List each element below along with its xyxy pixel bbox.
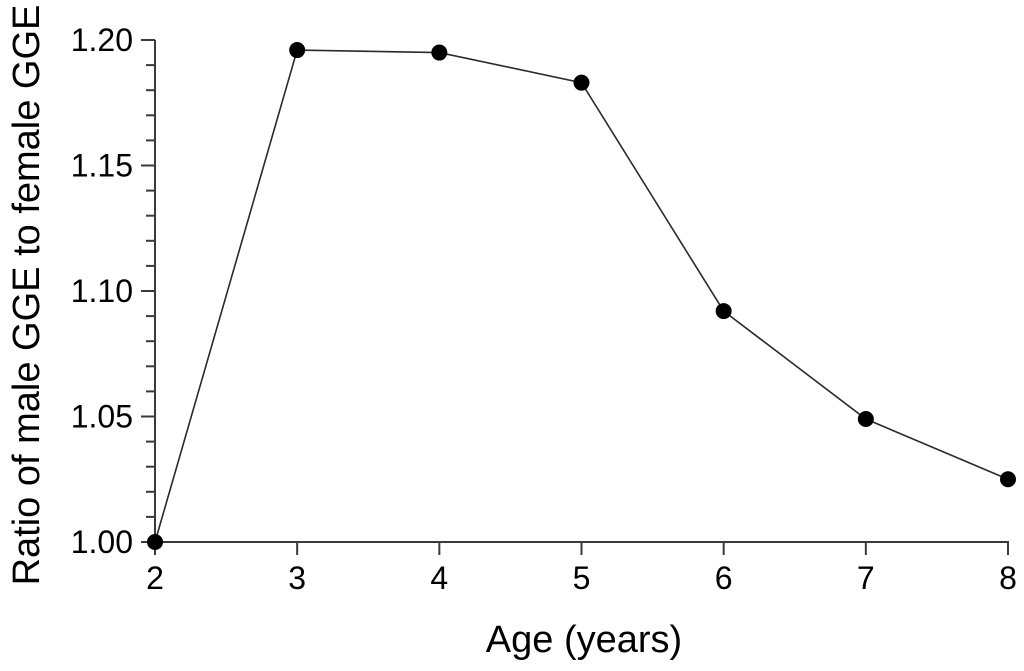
data-point-marker — [573, 74, 590, 91]
y-tick-label: 1.20 — [71, 22, 133, 58]
data-point-marker — [715, 303, 732, 320]
x-tick-label: 5 — [573, 560, 591, 596]
axes — [141, 39, 1009, 555]
y-tick-label: 1.00 — [71, 524, 133, 560]
x-tick-label: 4 — [430, 560, 448, 596]
data-point-marker — [147, 534, 163, 550]
x-axis-title: Age (years) — [486, 619, 682, 661]
y-tick-label: 1.10 — [71, 273, 133, 309]
y-axis-title: Ratio of male GGE to female GGE — [6, 5, 48, 586]
data-point-marker — [431, 44, 448, 61]
y-tick-label: 1.05 — [71, 399, 133, 435]
x-tick-label: 3 — [288, 560, 306, 596]
x-tick-label: 6 — [715, 560, 733, 596]
data-point-marker — [289, 42, 306, 59]
data-point-marker — [857, 411, 874, 428]
data-series — [147, 42, 1016, 550]
x-tick-label: 2 — [146, 560, 164, 596]
x-tick-label: 7 — [857, 560, 875, 596]
y-tick-label: 1.15 — [71, 148, 133, 184]
tick-labels: 1.00 1.05 1.10 1.15 1.20 2 3 4 5 6 7 8 — [71, 22, 1017, 596]
series-line — [154, 49, 1009, 543]
x-tick-label: 8 — [999, 560, 1017, 596]
data-point-marker — [1000, 471, 1016, 488]
